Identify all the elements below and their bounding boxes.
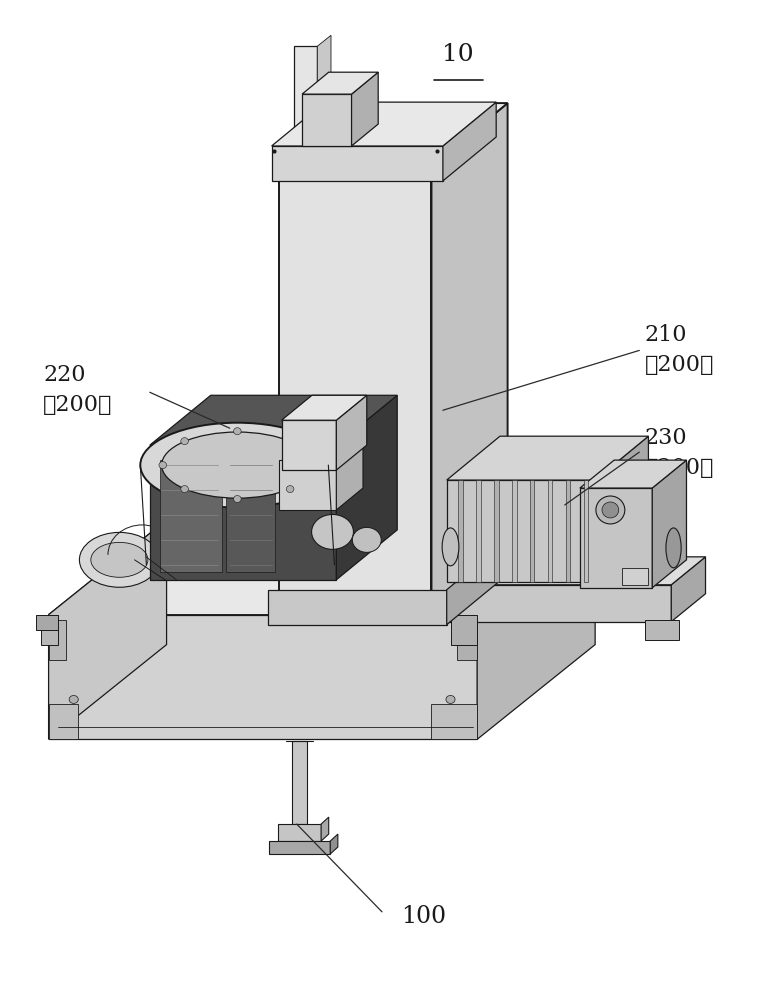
Text: 100: 100	[401, 905, 446, 928]
Polygon shape	[36, 615, 59, 630]
Polygon shape	[279, 103, 507, 166]
Text: 10: 10	[442, 43, 474, 66]
Polygon shape	[336, 395, 367, 470]
Polygon shape	[512, 480, 516, 582]
Polygon shape	[302, 94, 351, 146]
Polygon shape	[279, 166, 432, 615]
Polygon shape	[292, 741, 307, 824]
Polygon shape	[457, 620, 478, 660]
Ellipse shape	[446, 695, 455, 703]
Polygon shape	[451, 615, 478, 645]
Polygon shape	[150, 395, 397, 445]
Polygon shape	[49, 520, 595, 615]
Ellipse shape	[666, 528, 681, 568]
Polygon shape	[458, 480, 463, 582]
Text: （200）: （200）	[44, 394, 112, 416]
Ellipse shape	[69, 695, 78, 703]
Polygon shape	[302, 72, 378, 94]
Polygon shape	[268, 590, 447, 625]
Ellipse shape	[234, 428, 241, 435]
Text: 220: 220	[44, 364, 86, 386]
Ellipse shape	[312, 514, 354, 549]
Ellipse shape	[596, 496, 625, 524]
Ellipse shape	[308, 462, 316, 469]
Text: （200）: （200）	[645, 457, 714, 479]
Ellipse shape	[91, 542, 148, 577]
Polygon shape	[272, 146, 443, 181]
Polygon shape	[566, 480, 571, 582]
Polygon shape	[622, 568, 649, 585]
Ellipse shape	[141, 423, 335, 507]
Ellipse shape	[159, 462, 167, 469]
Polygon shape	[330, 834, 338, 854]
Polygon shape	[576, 490, 603, 520]
Polygon shape	[281, 395, 367, 420]
Polygon shape	[150, 445, 336, 580]
Polygon shape	[530, 480, 535, 582]
Polygon shape	[447, 436, 649, 480]
Polygon shape	[494, 480, 499, 582]
Polygon shape	[432, 704, 478, 739]
Polygon shape	[336, 438, 363, 510]
Text: （200）: （200）	[645, 354, 714, 376]
Polygon shape	[432, 103, 507, 615]
Ellipse shape	[602, 502, 619, 518]
Polygon shape	[478, 520, 595, 739]
Polygon shape	[49, 620, 66, 660]
Polygon shape	[548, 480, 552, 582]
Polygon shape	[270, 841, 330, 854]
Polygon shape	[49, 704, 77, 739]
Polygon shape	[160, 460, 222, 572]
Ellipse shape	[176, 524, 238, 566]
Polygon shape	[278, 824, 321, 841]
Polygon shape	[49, 520, 167, 739]
Polygon shape	[317, 35, 331, 480]
Polygon shape	[584, 480, 588, 582]
Text: 230: 230	[645, 427, 688, 449]
Polygon shape	[447, 546, 500, 625]
Polygon shape	[41, 615, 59, 645]
Polygon shape	[432, 585, 672, 622]
Polygon shape	[580, 460, 687, 488]
Polygon shape	[432, 557, 705, 585]
Polygon shape	[672, 557, 705, 622]
Polygon shape	[226, 460, 276, 572]
Polygon shape	[580, 488, 652, 588]
Ellipse shape	[442, 528, 459, 566]
Polygon shape	[281, 420, 336, 470]
Text: 210: 210	[645, 324, 687, 346]
Polygon shape	[595, 436, 649, 582]
Polygon shape	[49, 615, 477, 739]
Ellipse shape	[181, 486, 189, 493]
Polygon shape	[294, 46, 317, 480]
Polygon shape	[652, 460, 687, 588]
Ellipse shape	[186, 531, 228, 559]
Polygon shape	[645, 620, 679, 640]
Polygon shape	[447, 480, 595, 582]
Polygon shape	[476, 480, 481, 582]
Ellipse shape	[162, 432, 313, 498]
Polygon shape	[351, 72, 378, 146]
Polygon shape	[279, 460, 336, 510]
Ellipse shape	[286, 438, 294, 445]
Polygon shape	[272, 102, 496, 146]
Ellipse shape	[352, 527, 381, 552]
Ellipse shape	[181, 438, 189, 445]
Ellipse shape	[79, 532, 160, 587]
Polygon shape	[321, 817, 329, 841]
Polygon shape	[336, 395, 397, 580]
Polygon shape	[443, 102, 496, 181]
Ellipse shape	[234, 496, 241, 502]
Ellipse shape	[286, 486, 294, 493]
